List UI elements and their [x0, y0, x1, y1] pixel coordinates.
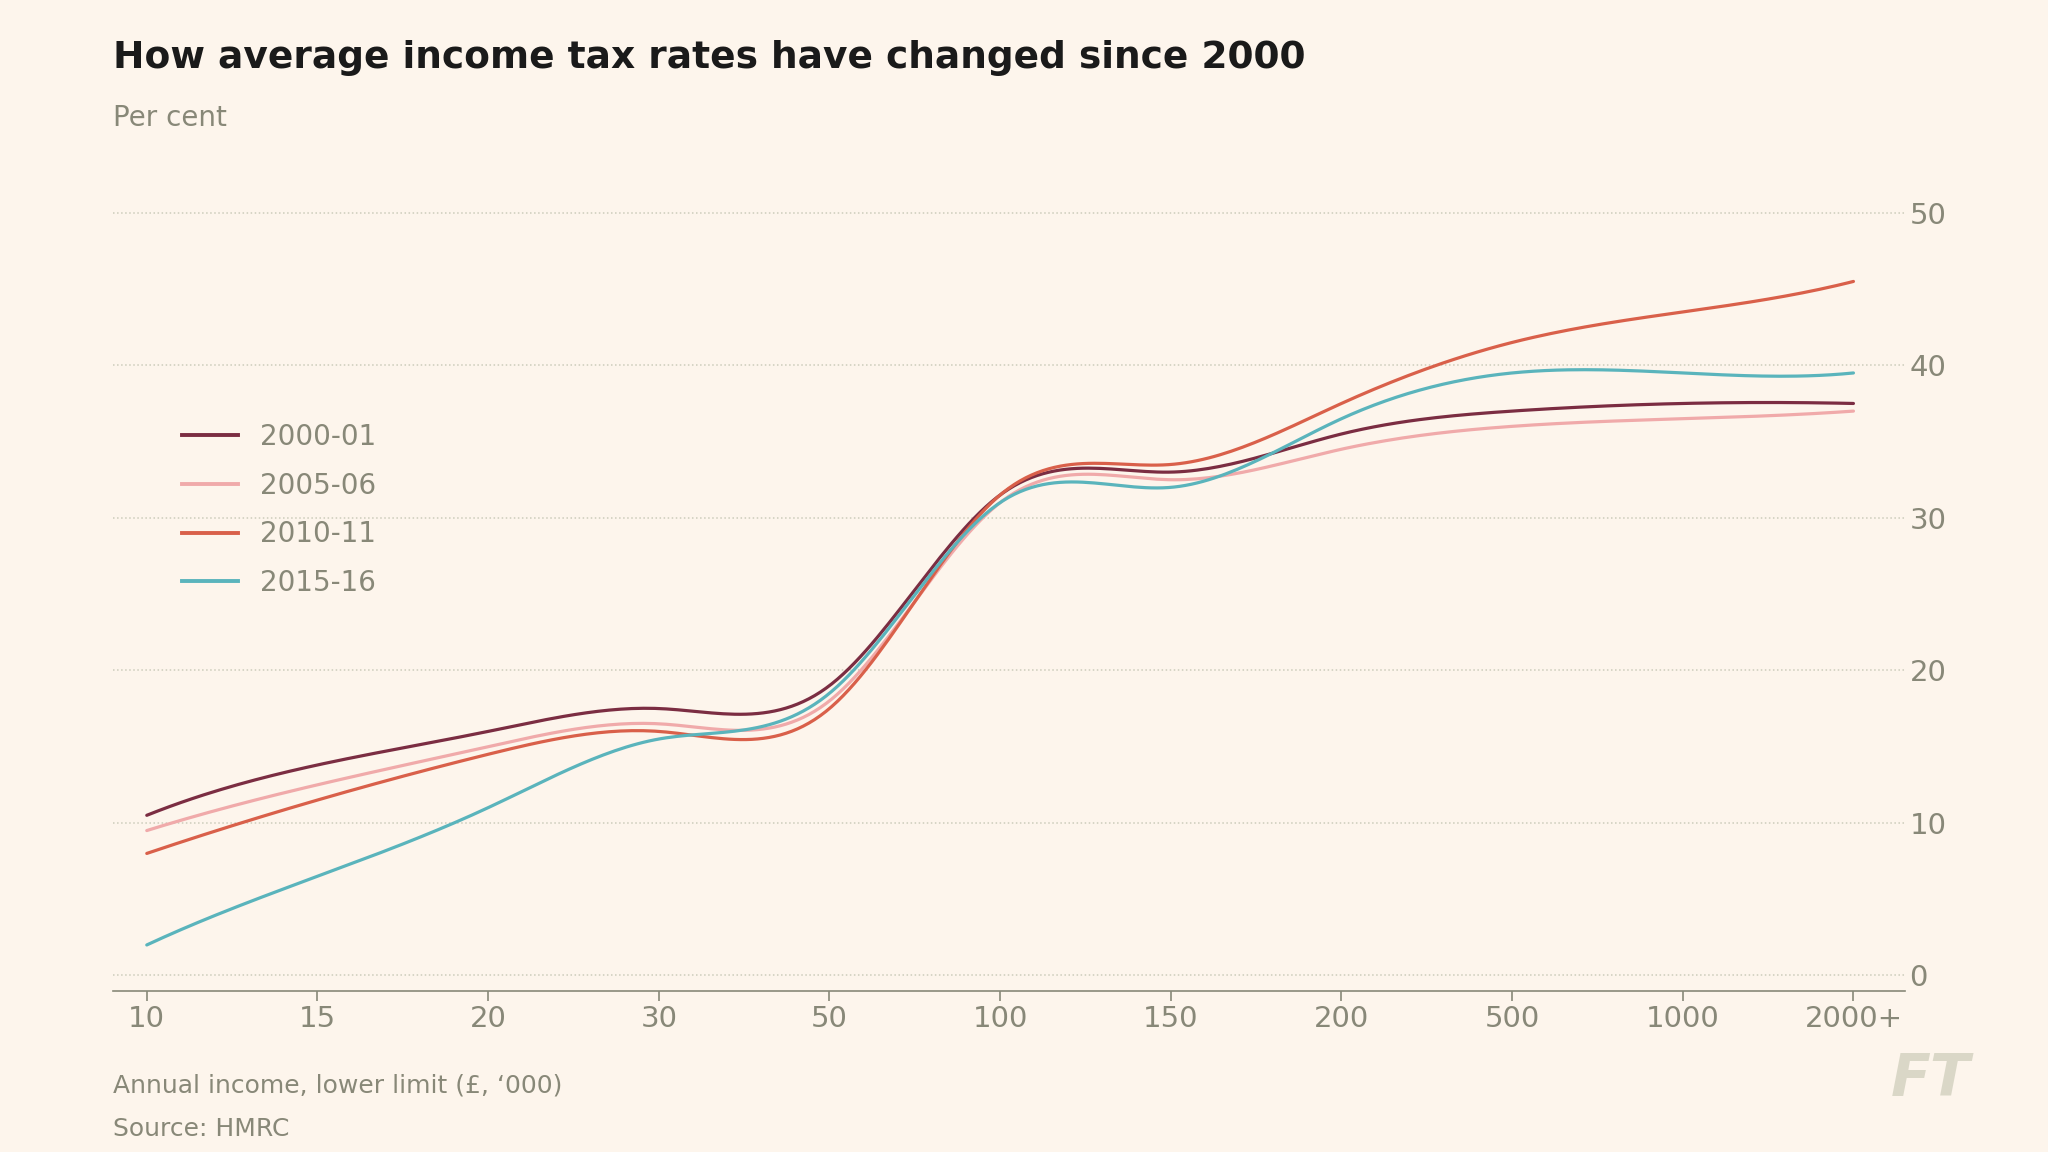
Text: How average income tax rates have changed since 2000: How average income tax rates have change…: [113, 40, 1305, 76]
Text: Annual income, lower limit (£, ‘000): Annual income, lower limit (£, ‘000): [113, 1074, 561, 1098]
Legend: 2000-01, 2005-06, 2010-11, 2015-16: 2000-01, 2005-06, 2010-11, 2015-16: [172, 411, 387, 608]
Text: Per cent: Per cent: [113, 104, 227, 131]
Text: FT: FT: [1890, 1052, 1970, 1108]
Text: Source: HMRC: Source: HMRC: [113, 1117, 289, 1142]
